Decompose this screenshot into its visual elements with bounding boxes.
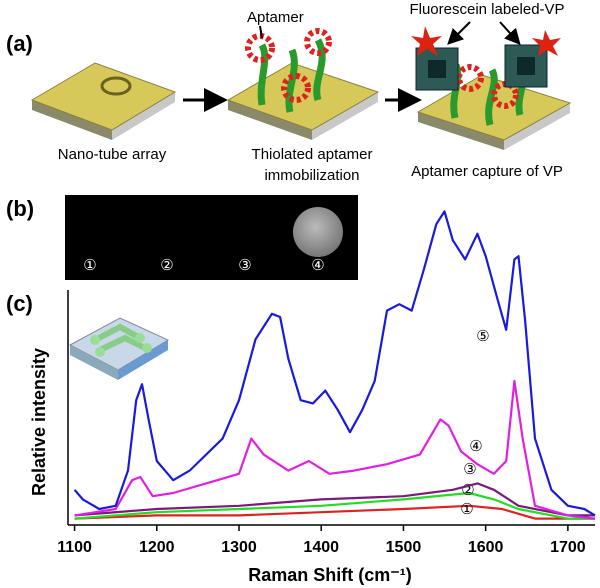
label: Nano-tube array (58, 146, 167, 163)
y-axis-label: Relative intensity (29, 348, 49, 496)
panel-label: (b) (6, 196, 34, 221)
x-tick-label: 1700 (550, 539, 586, 556)
pointer (259, 25, 263, 39)
spot-label: ④ (311, 257, 324, 274)
chip-inset (68, 317, 170, 380)
x-axis-label: Raman Shift (cm⁻¹) (248, 565, 412, 585)
spectrum-line (74, 504, 595, 520)
label: Fluorescein labeled-VP (409, 1, 564, 18)
x-tick-label: 1600 (468, 539, 504, 556)
spectrum-line (73, 210, 596, 517)
x-tick-label: 1100 (57, 539, 92, 556)
fluorescent-spot (293, 207, 343, 257)
spot-labels: ① ② ③ ④ (83, 257, 324, 274)
x-tick-label: 1400 (303, 539, 339, 556)
pointer (499, 21, 521, 45)
series-label: ⑤ (476, 328, 489, 345)
series-label: ① (460, 501, 473, 518)
series-label: ④ (469, 438, 482, 455)
plot: 1100 1200 1300 1400 1500 1600 1700 ① ② ③ ④ ⑤ (57, 210, 596, 556)
label: Thiolated aptamer (252, 146, 373, 163)
label: Aptamer (247, 9, 304, 26)
pointer (447, 21, 471, 45)
spectrum-line (74, 379, 596, 520)
label: Aptamer capture of VP (411, 163, 563, 180)
x-tick-label: 1500 (386, 539, 422, 556)
plate-1 (30, 62, 177, 140)
panel-label: (a) (6, 31, 33, 56)
plate-2 (226, 28, 380, 140)
label: immobilization (264, 167, 359, 184)
spot-label: ③ (238, 257, 251, 274)
x-tick-label: 1200 (139, 539, 175, 556)
series-label: ③ (463, 461, 476, 478)
x-tick-label: 1300 (221, 539, 257, 556)
spot-label: ① (83, 257, 96, 274)
spectrum-line (74, 491, 595, 520)
panel-label: (c) (6, 291, 33, 316)
spectrum-line (74, 482, 595, 517)
plate-3 (411, 26, 572, 150)
spot-label: ② (160, 257, 173, 274)
